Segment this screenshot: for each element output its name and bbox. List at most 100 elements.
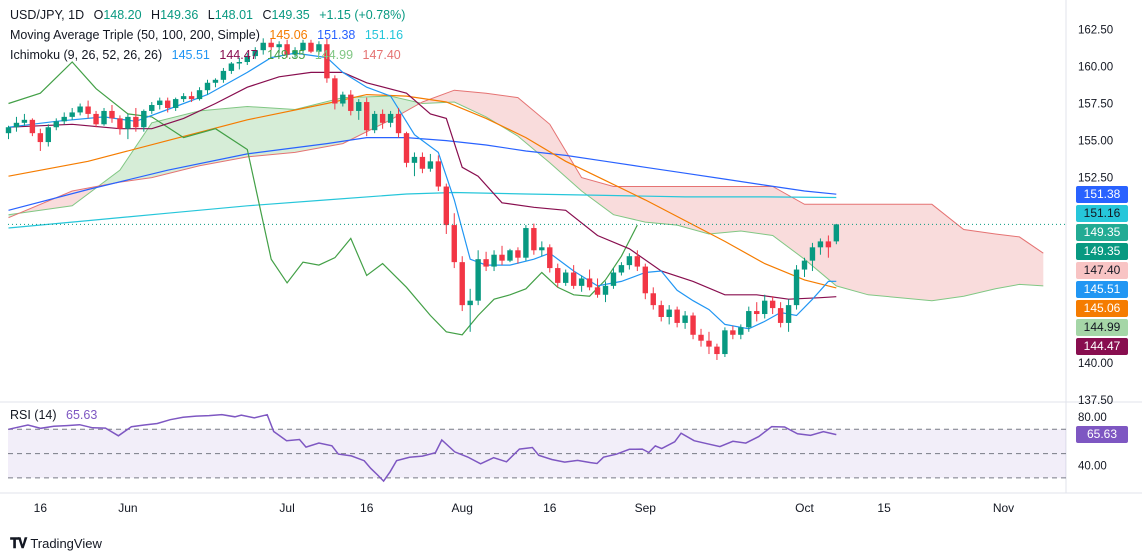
- candle-body: [180, 96, 187, 100]
- price-axis-label: 137.50: [1078, 395, 1113, 407]
- time-axis-label: Jul: [279, 501, 294, 515]
- candle-body: [650, 293, 656, 306]
- candle-body: [196, 90, 203, 100]
- candle-body: [714, 346, 720, 355]
- price-tag: 149.35: [1076, 223, 1128, 241]
- ma50-value: 145.06: [269, 28, 308, 42]
- leading-span-b-line: [8, 89, 1044, 254]
- candle-body: [260, 42, 266, 51]
- candle-body: [634, 256, 641, 267]
- candles: [5, 38, 840, 360]
- time-axis-label: 16: [543, 501, 557, 515]
- ma-legend: Moving Average Triple (50, 100, 200, Sim…: [10, 28, 409, 42]
- ma50-line: [8, 93, 837, 289]
- candle-body: [427, 161, 434, 169]
- candle-body: [133, 116, 139, 128]
- rsi-value: 65.63: [66, 408, 98, 422]
- tradingview-brand[interactable]: 𝐓𝐕 TradingView: [10, 535, 102, 552]
- candle-body: [29, 119, 36, 134]
- price-tag: 145.51: [1076, 280, 1128, 298]
- kijun-value: 144.47: [219, 48, 258, 62]
- candle-body: [172, 99, 179, 108]
- candle-body: [21, 119, 28, 123]
- candle-body: [77, 106, 83, 113]
- brand-name: TradingView: [30, 536, 102, 551]
- time-axis-label: 16: [360, 501, 374, 515]
- candle-body: [483, 259, 489, 267]
- candle-body: [547, 247, 553, 269]
- price-tag: 144.99: [1076, 318, 1128, 336]
- candle-body: [5, 127, 12, 134]
- candle-body: [435, 161, 442, 187]
- candle-body: [578, 278, 585, 286]
- ma-legend-label[interactable]: Moving Average Triple (50, 100, 200, Sim…: [10, 28, 260, 42]
- candle-body: [626, 256, 633, 266]
- candle-body: [467, 300, 473, 306]
- candle-body: [563, 272, 569, 283]
- candle-body: [300, 42, 306, 51]
- candle-body: [37, 133, 44, 143]
- candle-body: [610, 272, 617, 286]
- price-axis-label: 140.00: [1078, 358, 1113, 370]
- rsi-legend: RSI (14) 65.63: [10, 408, 103, 422]
- price-axis-label: 162.50: [1078, 24, 1113, 36]
- candle-body: [785, 305, 792, 323]
- price-tag: 145.06: [1076, 299, 1128, 317]
- chikou-value: 149.35: [267, 48, 306, 62]
- candle-body: [666, 309, 672, 317]
- time-axis-label: Jun: [118, 501, 137, 515]
- candle-body: [777, 308, 784, 323]
- candle-body: [690, 315, 696, 335]
- chikou-line: [8, 61, 638, 336]
- price-tag: 147.40: [1076, 261, 1128, 279]
- span-a-value: 144.99: [314, 48, 354, 62]
- candle-body: [268, 42, 274, 48]
- candle-body: [117, 118, 123, 129]
- ma100-value: 151.38: [317, 28, 356, 42]
- low-value: 148.01: [214, 8, 253, 22]
- candle-body: [746, 311, 752, 328]
- candle-body: [45, 127, 51, 143]
- candle-body: [109, 110, 115, 119]
- candle-body: [85, 106, 91, 114]
- ohlc-legend: USD/JPY, 1D O148.20 H149.36 L148.01 C149…: [10, 8, 406, 22]
- kijun-line: [8, 71, 837, 300]
- candle-body: [443, 186, 449, 226]
- time-axis-label: Oct: [795, 501, 814, 515]
- candle-body: [157, 100, 163, 106]
- time-axis-label: Aug: [452, 501, 473, 515]
- price-axis-label: 152.50: [1078, 173, 1113, 185]
- rsi-line: [8, 413, 837, 483]
- candle-body: [833, 224, 840, 242]
- candle-body: [570, 272, 577, 286]
- candle-body: [13, 122, 20, 128]
- candle-body: [165, 100, 171, 108]
- candle-body: [817, 241, 824, 248]
- cloud-bear-segment: [422, 90, 1044, 301]
- close-value: 149.35: [271, 8, 310, 22]
- candle-body: [236, 62, 243, 64]
- ma200-value: 151.16: [364, 28, 404, 42]
- tradingview-logo-icon: 𝐓𝐕: [10, 535, 27, 551]
- rsi-legend-label[interactable]: RSI (14): [10, 408, 57, 422]
- candle-body: [475, 259, 481, 301]
- candle-body: [403, 133, 410, 163]
- candle-body: [308, 42, 314, 52]
- candle-body: [204, 82, 211, 91]
- change-value: +1.15 (+0.78%): [319, 8, 406, 22]
- candle-body: [706, 340, 712, 347]
- candle-body: [515, 250, 521, 258]
- symbol-label[interactable]: USD/JPY, 1D: [10, 8, 85, 22]
- ichimoku-cloud: [8, 90, 1044, 301]
- ichimoku-legend-label[interactable]: Ichimoku (9, 26, 52, 26, 26): [10, 48, 163, 62]
- candle-body: [539, 247, 545, 251]
- ma100-line: [8, 137, 837, 211]
- ma200-line: [8, 191, 837, 229]
- candle-body: [419, 156, 426, 169]
- candle-body: [61, 116, 67, 122]
- candle-body: [555, 268, 561, 283]
- candle-body: [371, 113, 378, 131]
- time-axis-label: Nov: [993, 501, 1014, 515]
- candle-body: [602, 285, 609, 295]
